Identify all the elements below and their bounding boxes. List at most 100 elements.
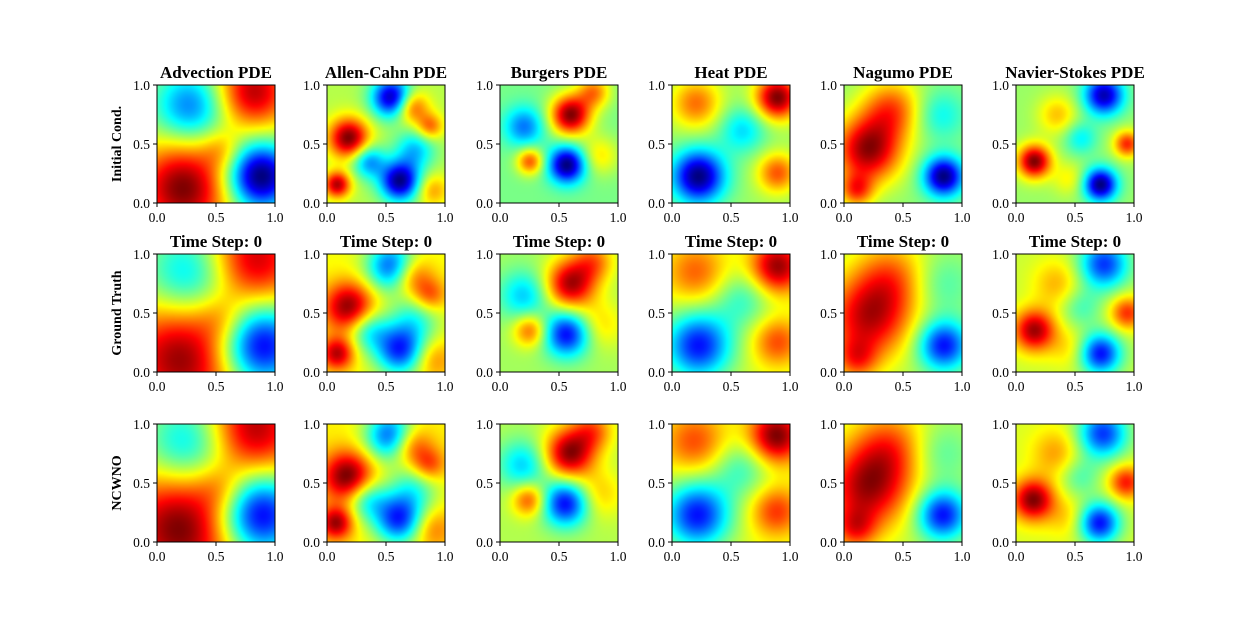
x-tick-label: 0.0 [664, 549, 681, 564]
y-tick-label: 0.5 [820, 137, 837, 152]
x-tick-label: 0.0 [836, 210, 853, 225]
heatmap-field [844, 424, 962, 542]
x-tick-label: 0.0 [492, 379, 509, 394]
x-tick-label: 0.5 [551, 379, 568, 394]
x-tick-label: 1.0 [610, 210, 627, 225]
y-tick-label: 1.0 [992, 417, 1009, 432]
row-label-initial-cond: Initial Cond. [110, 106, 125, 182]
y-tick-label: 1.0 [820, 78, 837, 93]
y-tick-label: 1.0 [648, 417, 665, 432]
x-tick-label: 0.0 [319, 210, 336, 225]
y-tick-label: 1.0 [133, 417, 150, 432]
x-tick-label: 0.5 [895, 210, 912, 225]
heatmap-field [1016, 254, 1134, 372]
y-tick-label: 0.0 [820, 196, 837, 211]
y-tick-label: 0.0 [476, 365, 493, 380]
y-tick-label: 1.0 [303, 247, 320, 262]
x-tick-label: 0.5 [208, 549, 225, 564]
x-tick-label: 0.0 [149, 379, 166, 394]
x-tick-label: 0.0 [1008, 210, 1025, 225]
x-tick-label: 1.0 [610, 379, 627, 394]
heatmap-field [672, 85, 790, 203]
y-tick-label: 0.5 [648, 306, 665, 321]
x-tick-label: 0.0 [836, 549, 853, 564]
heatmap-field [1016, 424, 1134, 542]
x-tick-label: 1.0 [267, 210, 284, 225]
x-tick-label: 1.0 [954, 379, 971, 394]
y-tick-label: 0.5 [992, 137, 1009, 152]
x-tick-label: 1.0 [437, 210, 454, 225]
panel-ground-truth-2: 0.0 0.5 1.0 0.0 0.5 1.0 Time Step: 0 [303, 232, 454, 394]
panel-ground-truth-3: 0.0 0.5 1.0 0.0 0.5 1.0 Time Step: 0 [476, 232, 627, 394]
x-tick-label: 0.0 [492, 549, 509, 564]
y-tick-label: 0.0 [648, 535, 665, 550]
y-tick-label: 1.0 [992, 247, 1009, 262]
y-tick-label: 0.0 [133, 365, 150, 380]
y-tick-label: 1.0 [476, 417, 493, 432]
column-title: Allen-Cahn PDE [325, 63, 447, 82]
x-tick-label: 1.0 [1126, 210, 1143, 225]
y-tick-label: 1.0 [476, 78, 493, 93]
heatmap-field [1016, 85, 1134, 203]
x-tick-label: 0.5 [1067, 379, 1084, 394]
x-tick-label: 0.5 [551, 549, 568, 564]
heatmap-field [327, 254, 445, 372]
heatmap-field [844, 85, 962, 203]
y-tick-label: 0.0 [992, 365, 1009, 380]
y-tick-label: 1.0 [303, 78, 320, 93]
panel-ncwno-6: 0.0 0.5 1.0 0.0 0.5 1.0 [992, 417, 1143, 564]
x-tick-label: 0.0 [319, 379, 336, 394]
time-step-title: Time Step: 0 [685, 232, 777, 251]
panel-initial-cond-3: 0.0 0.5 1.0 0.0 0.5 1.0 Burgers PDE [476, 63, 627, 225]
panel-ground-truth-1: 0.0 0.5 1.0 0.0 0.5 1.0 Time Step: 0 [133, 232, 284, 394]
y-tick-label: 0.5 [303, 137, 320, 152]
x-tick-label: 0.0 [319, 549, 336, 564]
x-tick-label: 0.5 [895, 549, 912, 564]
y-tick-label: 1.0 [820, 417, 837, 432]
x-tick-label: 0.5 [723, 379, 740, 394]
heatmap-field [672, 424, 790, 542]
heatmap-field [157, 85, 275, 203]
y-tick-label: 1.0 [133, 247, 150, 262]
heatmap-field [844, 254, 962, 372]
time-step-title: Time Step: 0 [513, 232, 605, 251]
y-tick-label: 0.5 [820, 476, 837, 491]
y-tick-label: 0.0 [992, 535, 1009, 550]
row-label-ground-truth: Ground Truth [110, 270, 125, 355]
y-tick-label: 0.5 [303, 476, 320, 491]
panel-ncwno-3: 0.0 0.5 1.0 0.0 0.5 1.0 [476, 417, 627, 564]
y-tick-label: 0.5 [133, 476, 150, 491]
x-tick-label: 0.5 [208, 210, 225, 225]
x-tick-label: 0.0 [664, 210, 681, 225]
heatmap-field [327, 85, 445, 203]
heatmap-field [500, 254, 618, 372]
x-tick-label: 0.0 [836, 379, 853, 394]
y-tick-label: 1.0 [303, 417, 320, 432]
y-tick-label: 0.5 [648, 476, 665, 491]
x-tick-label: 0.0 [492, 210, 509, 225]
y-tick-label: 0.0 [303, 365, 320, 380]
panel-ground-truth-6: 0.0 0.5 1.0 0.0 0.5 1.0 Time Step: 0 [992, 232, 1143, 394]
y-tick-label: 0.0 [820, 535, 837, 550]
x-tick-label: 1.0 [1126, 549, 1143, 564]
x-tick-label: 0.5 [551, 210, 568, 225]
x-tick-label: 0.0 [149, 210, 166, 225]
heatmap-field [157, 254, 275, 372]
y-tick-label: 0.5 [820, 306, 837, 321]
x-tick-label: 1.0 [782, 549, 799, 564]
heatmap-field [327, 424, 445, 542]
y-tick-label: 0.5 [476, 476, 493, 491]
x-tick-label: 1.0 [267, 379, 284, 394]
heatmap-field [672, 254, 790, 372]
y-tick-label: 0.5 [992, 306, 1009, 321]
x-tick-label: 0.5 [723, 549, 740, 564]
x-tick-label: 1.0 [782, 210, 799, 225]
y-tick-label: 0.5 [133, 137, 150, 152]
x-tick-label: 1.0 [1126, 379, 1143, 394]
x-tick-label: 0.5 [208, 379, 225, 394]
x-tick-label: 0.0 [664, 379, 681, 394]
y-tick-label: 0.0 [992, 196, 1009, 211]
heatmap-field [157, 424, 275, 542]
